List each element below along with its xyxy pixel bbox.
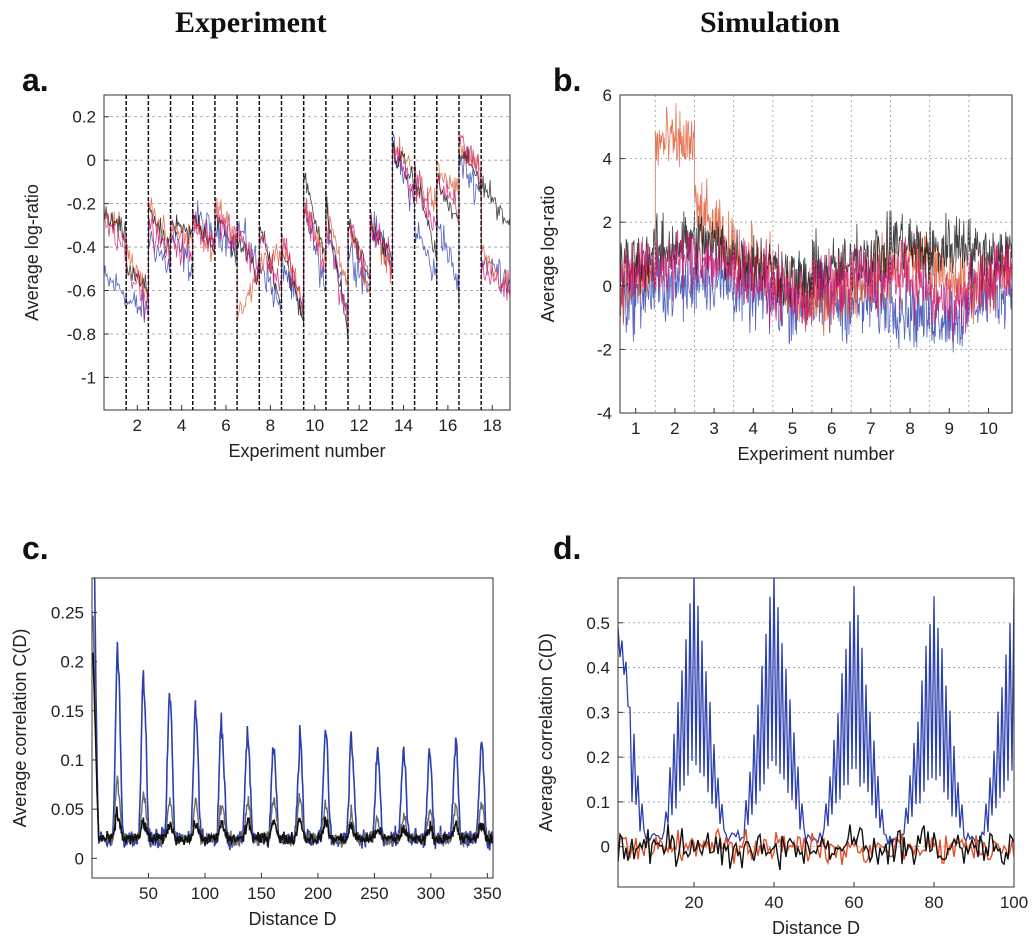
panel-c-chart: 50 100 150 200 250 300 350 0 0.05 0.1 0.15 0.2 0.25 D… — [10, 577, 502, 929]
panel-d-x-axis-label: Distance D — [772, 918, 860, 938]
panel-d-ytick-label: 0.2 — [586, 748, 610, 767]
panel-label-d: d. — [553, 530, 582, 566]
panel-c-xtick-label: 50 — [139, 884, 158, 903]
panel-a-x-axis-label: Experiment number — [228, 441, 385, 461]
panel-a-ytick-label: 0.2 — [72, 108, 96, 127]
panel-b-xtick-label: 6 — [827, 419, 836, 438]
panel-c-xtick-label: 250 — [360, 884, 388, 903]
panel-a-plot-frame — [103, 94, 511, 411]
panel-a-ytick-label: -1 — [81, 368, 96, 387]
column-title-simulation: Simulation — [700, 6, 841, 39]
panel-d-chart: 20 40 60 80 100 0 0.1 0.2 0.3 0.4 0.5 Distance D Ave… — [536, 577, 1028, 938]
panel-b-x-axis-label: Experiment number — [737, 444, 894, 464]
panel-d-xtick-label: 80 — [925, 893, 944, 912]
panel-c-series-black — [92, 652, 493, 847]
panel-b-xtick-label: 2 — [670, 419, 679, 438]
panel-b-xtick-label: 10 — [979, 419, 998, 438]
panel-b-ytick-label: 0 — [603, 277, 612, 296]
panel-label-c: c. — [22, 530, 49, 566]
panel-b-xtick-label: 5 — [788, 419, 797, 438]
panel-d-ytick-label: 0.4 — [586, 659, 610, 678]
panel-b-xtick-label: 9 — [945, 419, 954, 438]
panel-c-xtick-label: 100 — [191, 884, 219, 903]
panel-d-y-axis-label: Average correlation C(D) — [536, 633, 556, 832]
panel-b-y-axis-label: Average log-ratio — [538, 186, 558, 323]
panel-d-xtick-label: 20 — [685, 893, 704, 912]
panel-a-ytick-label: -0.8 — [67, 325, 96, 344]
panel-a-ytick-label: -0.4 — [67, 238, 96, 257]
panel-c-ytick-label: 0 — [75, 849, 84, 868]
panel-d-xtick-label: 100 — [1000, 893, 1028, 912]
panel-b-ytick-label: 2 — [603, 213, 612, 232]
panel-b-ytick-label: 6 — [603, 86, 612, 105]
panel-a-series-red — [104, 136, 510, 319]
panel-d-plot-frame — [617, 577, 1015, 888]
panel-b-series-black — [620, 210, 1012, 308]
panel-b-xtick-label: 3 — [709, 419, 718, 438]
panel-a-xtick-label: 2 — [133, 416, 142, 435]
panel-a-series-black — [104, 140, 510, 341]
panel-c-ytick-label: 0.05 — [51, 800, 84, 819]
panel-b-series-magenta — [620, 229, 1012, 343]
panel-c-ytick-label: 0.1 — [60, 751, 84, 770]
panel-a-xtick-label: 4 — [177, 416, 186, 435]
panel-a-ytick-label: 0 — [87, 151, 96, 170]
panel-c-x-axis-label: Distance D — [248, 909, 336, 929]
panel-d-xtick-label: 40 — [765, 893, 784, 912]
panel-b-xtick-label: 4 — [749, 419, 758, 438]
panel-label-a: a. — [22, 62, 49, 98]
panel-a-ytick-label: -0.2 — [67, 195, 96, 214]
panel-c-xtick-label: 200 — [304, 884, 332, 903]
panel-d-xtick-label: 60 — [845, 893, 864, 912]
panel-c-xtick-label: 300 — [417, 884, 445, 903]
panel-b-ytick-label: 4 — [603, 150, 612, 169]
panel-b-ytick-label: -4 — [597, 404, 612, 423]
panel-a-xtick-label: 6 — [221, 416, 230, 435]
panel-a-chart: 2 4 6 8 10 12 14 16 18 0.2 0 -0.2 -0.4 -0.6 -0.8 -1 Expe… — [22, 94, 511, 461]
panel-a-ytick-label: -0.6 — [67, 282, 96, 301]
panel-d-ytick-label: 0 — [601, 838, 610, 857]
panel-d-ytick-label: 0.3 — [586, 703, 610, 722]
panel-label-b: b. — [553, 62, 582, 98]
panel-a-xtick-label: 14 — [394, 416, 413, 435]
panel-b-ytick-label: -2 — [597, 340, 612, 359]
panel-d-series-black — [618, 824, 1014, 871]
panel-a-xtick-label: 18 — [483, 416, 502, 435]
panel-c-ytick-label: 0.15 — [51, 702, 84, 721]
panel-d-series-blue — [618, 578, 1014, 847]
panel-a-series-magenta — [104, 130, 510, 328]
panel-c-ytick-label: 0.25 — [51, 603, 84, 622]
panel-d-ytick-label: 0.5 — [586, 614, 610, 633]
panel-a-xtick-label: 10 — [305, 416, 324, 435]
panel-c-y-axis-label: Average correlation C(D) — [10, 629, 30, 828]
panel-c-xtick-label: 350 — [473, 884, 501, 903]
panel-c-xtick-label: 150 — [247, 884, 275, 903]
panel-a-xtick-label: 8 — [266, 416, 275, 435]
panel-b-chart: 1 2 3 4 5 6 7 8 9 10 6 4 2 0 -2 -4 Experiment number Aver… — [538, 86, 1013, 464]
panel-a-y-axis-label: Average log-ratio — [22, 184, 42, 321]
panel-b-xtick-label: 8 — [905, 419, 914, 438]
panel-a-xtick-label: 16 — [438, 416, 457, 435]
panel-b-xtick-label: 7 — [866, 419, 875, 438]
panel-a-series-blue — [104, 133, 510, 323]
panel-c-plot-frame — [91, 577, 494, 879]
panel-a-xtick-label: 12 — [350, 416, 369, 435]
panel-b-xtick-label: 1 — [631, 419, 640, 438]
panel-b-plot-frame — [619, 94, 1013, 414]
panel-d-ytick-label: 0.1 — [586, 793, 610, 812]
column-title-experiment: Experiment — [175, 6, 327, 39]
panel-c-series-blue — [93, 578, 493, 851]
panel-c-ytick-label: 0.2 — [60, 653, 84, 672]
